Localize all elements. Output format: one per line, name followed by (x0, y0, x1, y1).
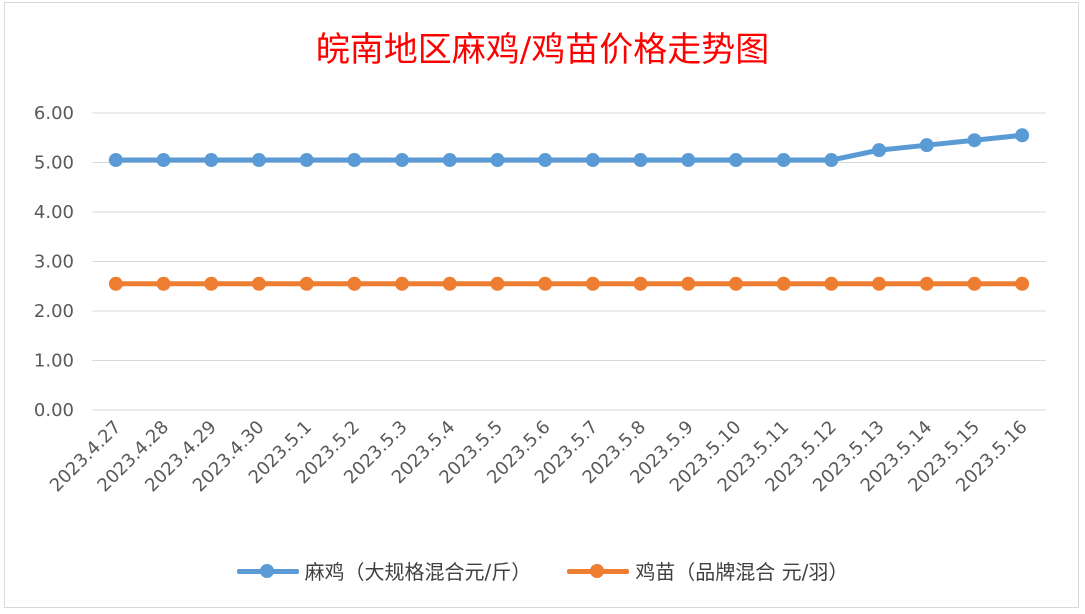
data-point (251, 276, 266, 291)
data-point (538, 276, 553, 291)
chart-frame (4, 2, 1079, 608)
data-point (108, 276, 123, 291)
data-point (1015, 276, 1030, 291)
data-point (442, 153, 457, 168)
y-tick-label: 1.00 (34, 351, 74, 372)
data-point (204, 153, 219, 168)
legend-item-machicken: 麻鸡（大规格混合元/斤） (236, 556, 532, 585)
data-point (681, 276, 696, 291)
data-point (490, 276, 505, 291)
y-tick-label: 3.00 (34, 252, 74, 273)
data-point (872, 143, 887, 158)
y-tick-label: 6.00 (34, 103, 74, 124)
data-point (872, 276, 887, 291)
data-point (728, 153, 743, 168)
y-tick-label: 4.00 (34, 202, 74, 223)
data-point (490, 153, 505, 168)
data-point (299, 153, 314, 168)
data-point (585, 276, 600, 291)
data-point (108, 153, 123, 168)
data-point (633, 276, 648, 291)
legend-swatch-chick (567, 563, 630, 578)
data-point (299, 276, 314, 291)
y-tick-label: 0.00 (34, 400, 74, 421)
y-tick-label: 5.00 (34, 153, 74, 174)
data-point (824, 153, 839, 168)
data-point (681, 153, 696, 168)
legend-swatch-machicken (236, 563, 299, 578)
y-tick-label: 2.00 (34, 301, 74, 322)
data-point (395, 153, 410, 168)
data-point (919, 276, 934, 291)
data-point (156, 276, 171, 291)
data-point (204, 276, 219, 291)
data-point (776, 276, 791, 291)
legend-label-machicken: 麻鸡（大规格混合元/斤） (304, 560, 532, 584)
data-point (633, 153, 648, 168)
data-point (347, 153, 362, 168)
legend-label-chick: 鸡苗（品牌混合 元/羽） (635, 560, 849, 584)
data-point (967, 276, 982, 291)
data-point (919, 138, 934, 153)
data-point (824, 276, 839, 291)
data-point (1015, 128, 1030, 143)
data-point (585, 153, 600, 168)
data-point (776, 153, 791, 168)
data-point (442, 276, 457, 291)
data-point (538, 153, 553, 168)
data-point (347, 276, 362, 291)
series-line-0 (113, 132, 1025, 163)
legend-item-chick: 鸡苗（品牌混合 元/羽） (567, 556, 848, 585)
data-point (251, 153, 266, 168)
legend: 麻鸡（大规格混合元/斤） 鸡苗（品牌混合 元/羽） (0, 556, 1085, 585)
data-point (156, 153, 171, 168)
data-point (967, 133, 982, 148)
data-point (395, 276, 410, 291)
data-point (728, 276, 743, 291)
chart-title: 皖南地区麻鸡/鸡苗价格走势图 (315, 30, 770, 70)
